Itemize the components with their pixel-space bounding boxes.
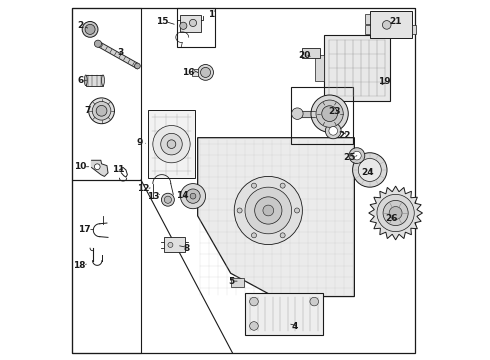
Circle shape <box>200 67 211 77</box>
Circle shape <box>180 184 205 209</box>
Circle shape <box>250 321 258 330</box>
Circle shape <box>250 297 258 306</box>
Polygon shape <box>368 186 422 240</box>
Circle shape <box>186 189 200 203</box>
Bar <box>412 25 416 34</box>
Circle shape <box>161 134 182 155</box>
Circle shape <box>292 108 303 120</box>
Circle shape <box>280 233 285 238</box>
Circle shape <box>161 193 174 206</box>
Text: 8: 8 <box>184 244 190 253</box>
Text: 14: 14 <box>176 190 189 199</box>
Polygon shape <box>98 41 137 69</box>
Polygon shape <box>299 111 315 117</box>
Bar <box>315 55 324 81</box>
Circle shape <box>92 102 111 120</box>
Circle shape <box>322 106 338 122</box>
Circle shape <box>234 176 302 244</box>
Bar <box>177 8 215 47</box>
Circle shape <box>135 63 140 69</box>
Text: 23: 23 <box>328 107 341 116</box>
Text: 20: 20 <box>298 51 310 60</box>
Circle shape <box>190 193 196 199</box>
Bar <box>72 180 141 353</box>
Circle shape <box>237 208 242 213</box>
Circle shape <box>377 194 414 231</box>
Circle shape <box>389 207 402 220</box>
Bar <box>231 278 244 287</box>
Circle shape <box>190 19 196 27</box>
Bar <box>86 75 103 86</box>
Ellipse shape <box>101 75 104 86</box>
Circle shape <box>95 164 100 170</box>
Circle shape <box>251 233 256 238</box>
Text: 25: 25 <box>343 153 356 162</box>
Circle shape <box>85 24 95 35</box>
Circle shape <box>358 158 381 181</box>
Circle shape <box>294 208 299 213</box>
Text: 5: 5 <box>228 276 235 285</box>
Circle shape <box>353 151 361 160</box>
Circle shape <box>82 22 98 37</box>
Circle shape <box>164 196 171 203</box>
Text: 18: 18 <box>73 261 86 270</box>
Text: 3: 3 <box>117 48 123 57</box>
Circle shape <box>89 98 115 124</box>
Circle shape <box>168 242 173 247</box>
Text: 10: 10 <box>74 162 86 171</box>
Circle shape <box>255 197 282 224</box>
Circle shape <box>316 100 343 127</box>
Text: 17: 17 <box>78 225 91 234</box>
Bar <box>370 12 412 39</box>
Circle shape <box>382 21 391 29</box>
Bar <box>291 87 353 144</box>
Circle shape <box>329 127 338 135</box>
Text: 11: 11 <box>113 165 125 174</box>
Circle shape <box>95 40 101 47</box>
Text: 2: 2 <box>77 21 83 30</box>
Bar <box>245 293 323 335</box>
Bar <box>366 14 370 23</box>
Text: 6: 6 <box>78 76 84 85</box>
Circle shape <box>167 140 176 148</box>
Text: 4: 4 <box>292 322 298 331</box>
Text: 19: 19 <box>378 77 391 86</box>
Polygon shape <box>197 138 354 297</box>
Bar <box>180 15 200 32</box>
Circle shape <box>251 183 256 188</box>
Bar <box>302 48 320 58</box>
Text: 26: 26 <box>385 214 397 223</box>
Circle shape <box>280 183 285 188</box>
Circle shape <box>245 187 292 234</box>
Text: 9: 9 <box>136 138 143 147</box>
Circle shape <box>180 22 187 30</box>
Text: 21: 21 <box>390 17 402 26</box>
Bar <box>192 69 197 76</box>
Bar <box>366 25 370 34</box>
Circle shape <box>325 123 341 139</box>
Circle shape <box>153 126 190 163</box>
Text: 24: 24 <box>361 168 374 177</box>
Bar <box>72 8 141 180</box>
Text: 13: 13 <box>147 192 160 201</box>
Circle shape <box>263 205 274 216</box>
Text: 7: 7 <box>84 105 90 114</box>
Circle shape <box>197 64 214 80</box>
Circle shape <box>353 153 387 187</box>
Text: 16: 16 <box>182 68 195 77</box>
Ellipse shape <box>84 75 87 86</box>
Bar <box>148 110 195 178</box>
Text: 12: 12 <box>137 184 149 193</box>
Circle shape <box>310 297 318 306</box>
Circle shape <box>311 95 348 132</box>
Bar <box>324 35 390 101</box>
Text: 15: 15 <box>155 17 168 26</box>
Polygon shape <box>92 160 108 176</box>
Circle shape <box>349 148 365 163</box>
Bar <box>164 237 186 252</box>
Text: 1: 1 <box>209 10 215 19</box>
Circle shape <box>383 201 408 226</box>
Text: 22: 22 <box>339 131 351 140</box>
Circle shape <box>96 105 107 116</box>
